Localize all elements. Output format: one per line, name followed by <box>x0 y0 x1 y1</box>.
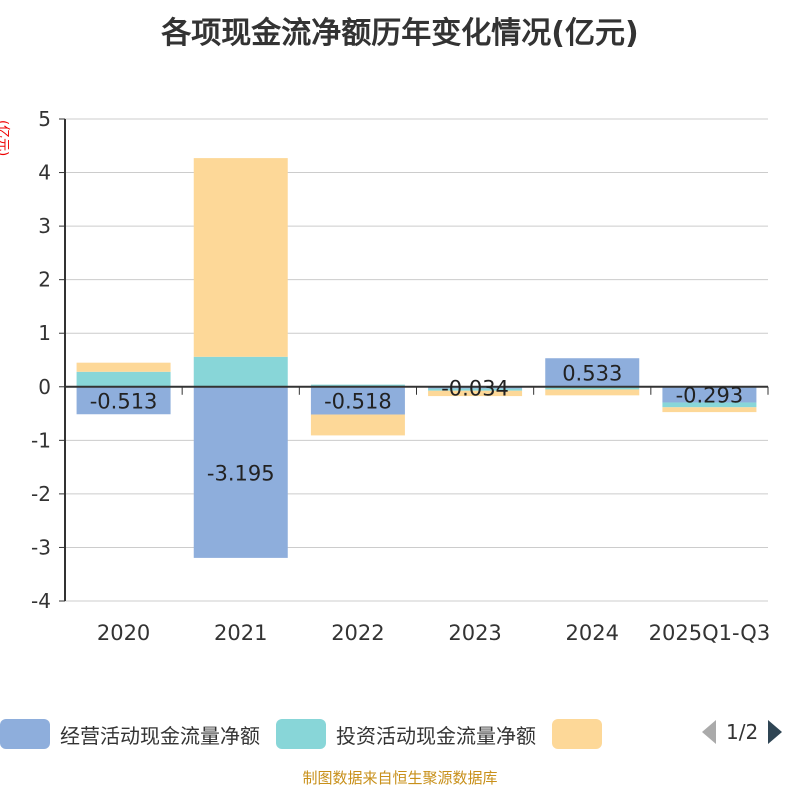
legend-page-indicator: 1/2 <box>726 720 759 744</box>
y-tick-label: 4 <box>38 161 51 185</box>
y-tick-label: 2 <box>38 268 51 292</box>
bar-operating <box>76 386 171 415</box>
x-tick-label: 2021 <box>214 621 267 645</box>
legend-item-third[interactable] <box>552 719 602 749</box>
data-label: 0.533 <box>562 362 622 386</box>
bar-operating <box>193 386 288 558</box>
bar-investing <box>76 371 171 387</box>
y-tick-label: 5 <box>38 107 51 131</box>
plot-area: 5 4 3 2 1 0 -1 -2 -3 -4 2020 2021 2022 2023 2024 2025Q1… <box>31 107 771 645</box>
y-tick-label: -2 <box>31 482 51 506</box>
legend-swatch <box>276 719 326 749</box>
y-tick-label: 3 <box>38 214 51 238</box>
bar-third <box>662 407 757 413</box>
footer-source: 制图数据来自恒生聚源数据库 <box>302 769 498 787</box>
data-label: -0.518 <box>324 390 392 414</box>
y-tick-label: 1 <box>38 321 51 345</box>
bar-third <box>310 414 405 436</box>
x-tick-label: 2023 <box>448 621 501 645</box>
bar-third <box>428 390 523 397</box>
y-tick-label: 0 <box>38 375 51 399</box>
legend-swatch <box>0 719 50 749</box>
data-label: -0.293 <box>676 384 744 408</box>
y-tick-label: -3 <box>31 535 51 559</box>
legend-swatch <box>552 719 602 749</box>
legend-item-investing[interactable]: 投资活动现金流量净额 <box>276 719 536 749</box>
prev-page-icon[interactable] <box>700 718 718 746</box>
legend: 经营活动现金流量净额 投资活动现金流量净额 <box>0 716 618 752</box>
bar-investing <box>545 386 640 390</box>
bar-third <box>545 389 640 396</box>
x-tick-label: 2022 <box>331 621 384 645</box>
legend-item-operating[interactable]: 经营活动现金流量净额 <box>0 719 260 749</box>
legend-label: 经营活动现金流量净额 <box>60 723 260 748</box>
bar-investing <box>662 402 757 408</box>
chart-title: 各项现金流净额历年变化情况(亿元) <box>161 16 639 51</box>
data-label: -0.513 <box>90 390 158 414</box>
bar-third <box>76 362 171 372</box>
bar-investing <box>428 388 523 391</box>
bar-operating <box>310 386 405 415</box>
x-tick-label: 2025Q1-Q3 <box>649 621 771 645</box>
legend-label: 投资活动现金流量净额 <box>336 723 536 748</box>
x-tick-label: 2020 <box>97 621 150 645</box>
y-tick-label: -1 <box>31 428 51 452</box>
data-label: -0.034 <box>441 377 509 401</box>
bar-operating <box>545 358 640 387</box>
bar-investing <box>310 384 405 387</box>
next-page-icon[interactable] <box>766 718 784 746</box>
y-tick-label: -4 <box>31 589 51 613</box>
bar-third <box>193 158 288 357</box>
bar-operating <box>662 386 757 403</box>
data-label: -3.195 <box>207 461 275 485</box>
legend-pager: 1/2 <box>700 718 784 746</box>
bar-investing <box>193 356 288 387</box>
x-tick-label: 2024 <box>566 621 619 645</box>
